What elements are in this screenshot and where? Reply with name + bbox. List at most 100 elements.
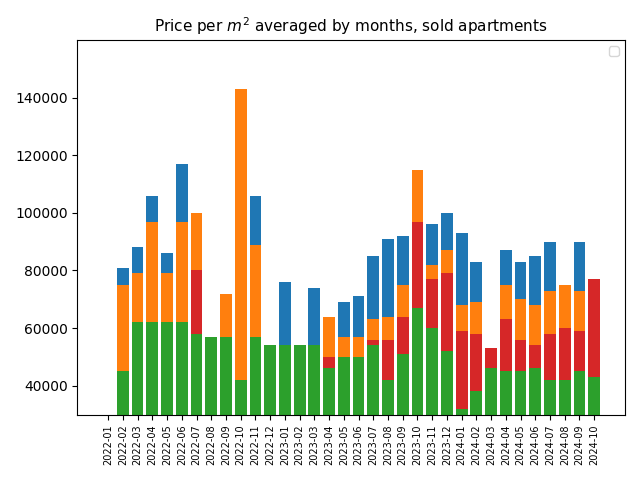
Bar <box>147 221 158 323</box>
Bar <box>367 346 379 480</box>
Bar <box>456 305 468 331</box>
Bar <box>323 369 335 480</box>
Bar <box>191 213 202 271</box>
Bar <box>308 346 320 480</box>
Bar <box>382 317 394 340</box>
Bar <box>412 169 423 221</box>
Bar <box>382 239 394 317</box>
Bar <box>367 320 379 340</box>
Bar <box>397 317 408 354</box>
Bar <box>308 288 320 346</box>
Bar <box>191 271 202 334</box>
Bar <box>470 262 483 302</box>
Bar <box>220 337 232 480</box>
Bar <box>338 337 349 357</box>
Bar <box>470 392 483 480</box>
Bar <box>382 340 394 380</box>
Bar <box>176 164 188 221</box>
Bar <box>573 372 586 480</box>
Bar <box>205 337 217 480</box>
Bar <box>323 357 335 369</box>
Bar <box>176 221 188 323</box>
Bar <box>353 357 364 480</box>
Bar <box>279 282 291 346</box>
Bar <box>456 409 468 480</box>
Bar <box>132 323 143 480</box>
Bar <box>397 354 408 480</box>
Bar <box>176 323 188 480</box>
Bar <box>353 337 364 357</box>
Bar <box>515 340 527 372</box>
Bar <box>544 334 556 380</box>
Bar <box>500 372 512 480</box>
Bar <box>382 380 394 480</box>
Bar <box>397 285 408 317</box>
Bar <box>147 323 158 480</box>
Bar <box>426 265 438 279</box>
Bar <box>250 337 261 480</box>
Bar <box>191 334 202 480</box>
Bar <box>485 348 497 369</box>
Bar <box>573 242 586 291</box>
Bar <box>367 340 379 346</box>
Bar <box>147 195 158 221</box>
Bar <box>470 302 483 334</box>
Bar <box>294 346 305 480</box>
Bar <box>117 268 129 285</box>
Bar <box>426 224 438 265</box>
Bar <box>485 369 497 480</box>
Bar <box>573 291 586 331</box>
Bar <box>161 253 173 274</box>
Bar <box>353 297 364 337</box>
Bar <box>338 357 349 480</box>
Bar <box>559 380 571 480</box>
Bar <box>500 285 512 320</box>
Bar <box>529 369 541 480</box>
Bar <box>588 377 600 480</box>
Bar <box>323 317 335 357</box>
Bar <box>559 285 571 328</box>
Bar <box>279 346 291 480</box>
Bar <box>573 331 586 372</box>
Bar <box>117 285 129 372</box>
Bar <box>412 221 423 308</box>
Bar <box>250 245 261 337</box>
Bar <box>426 328 438 480</box>
Bar <box>441 351 453 480</box>
Bar <box>367 256 379 320</box>
Title: Price per $m^2$ averaged by months, sold apartments: Price per $m^2$ averaged by months, sold… <box>154 15 548 36</box>
Bar <box>515 262 527 300</box>
Bar <box>544 380 556 480</box>
Legend:  <box>609 46 619 56</box>
Bar <box>161 274 173 323</box>
Bar <box>559 328 571 380</box>
Bar <box>264 346 276 480</box>
Bar <box>250 195 261 245</box>
Bar <box>500 251 512 285</box>
Bar <box>441 213 453 251</box>
Bar <box>338 302 349 337</box>
Bar <box>515 300 527 340</box>
Bar <box>132 248 143 274</box>
Bar <box>132 274 143 323</box>
Bar <box>235 89 246 380</box>
Bar <box>426 279 438 328</box>
Bar <box>441 274 453 351</box>
Bar <box>544 291 556 334</box>
Bar <box>397 236 408 285</box>
Bar <box>470 334 483 392</box>
Bar <box>220 294 232 337</box>
Bar <box>588 279 600 377</box>
Bar <box>529 305 541 346</box>
Bar <box>529 346 541 369</box>
Bar <box>456 331 468 409</box>
Bar <box>161 323 173 480</box>
Bar <box>544 242 556 291</box>
Bar <box>515 372 527 480</box>
Bar <box>456 233 468 305</box>
Bar <box>117 372 129 480</box>
Bar <box>441 251 453 274</box>
Bar <box>500 320 512 372</box>
Bar <box>529 256 541 305</box>
Bar <box>235 380 246 480</box>
